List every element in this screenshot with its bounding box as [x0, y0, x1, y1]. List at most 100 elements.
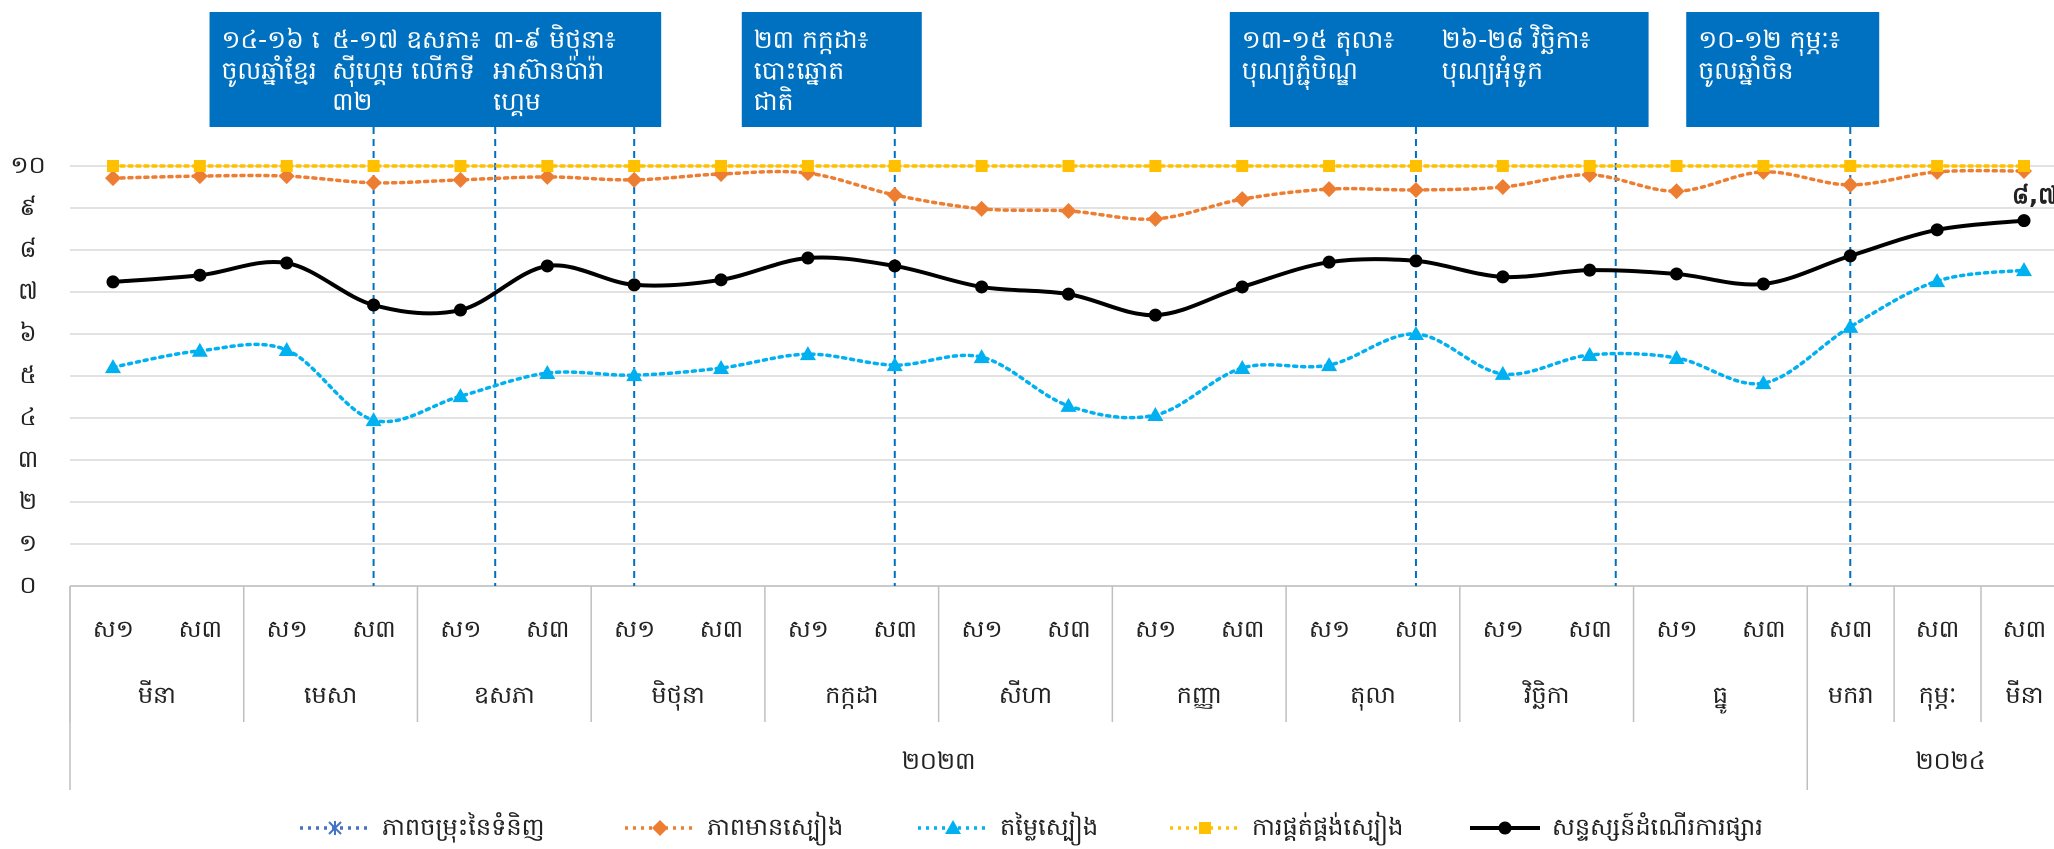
marker	[715, 160, 728, 172]
marker	[2016, 262, 2032, 277]
marker	[1496, 160, 1509, 172]
month-label: ធ្នូ	[1713, 681, 1728, 714]
annotation-text: ៥-១៧ ឧសភា៖	[332, 25, 481, 54]
marker	[886, 186, 903, 203]
annotation-text: ២៦-២៨ វិច្ឆិកា៖	[1442, 24, 1591, 55]
marker	[975, 280, 989, 294]
year-label: ២០២៣	[902, 747, 976, 775]
marker	[280, 256, 294, 270]
y-tick-label: ២	[19, 487, 37, 515]
month-label: មីនា	[2005, 680, 2043, 709]
marker	[1147, 210, 1164, 227]
marker	[1670, 160, 1683, 172]
marker	[1581, 347, 1598, 361]
marker	[713, 360, 730, 375]
marker	[1668, 183, 1685, 200]
marker	[280, 160, 293, 172]
x-tick-label: ស៣	[2003, 615, 2046, 643]
x-tick-label: ស១	[267, 615, 308, 643]
legend-label: ភាពមានស្បៀង	[707, 811, 843, 846]
x-tick-label: ស៣	[1742, 615, 1785, 643]
marker	[886, 357, 903, 372]
marker	[1842, 176, 1859, 193]
marker	[1062, 287, 1075, 301]
annotation-box	[481, 12, 662, 127]
marker	[1930, 223, 1944, 237]
marker	[714, 273, 728, 287]
series-line	[111, 218, 2026, 318]
annotation-text: ស៊ីហ្គេម លើកទី	[332, 55, 475, 87]
marker	[367, 160, 380, 172]
annotation-text: ៣-៩ មិថុនា៖	[493, 24, 616, 56]
x-tick-label: ស១	[1135, 615, 1176, 643]
x-tick-label: ស៣	[179, 615, 222, 643]
marker	[945, 820, 961, 834]
marker	[975, 160, 988, 172]
marker	[1583, 263, 1597, 277]
annotation-box	[1686, 12, 1880, 127]
marker	[1496, 270, 1510, 284]
marker	[1844, 160, 1857, 172]
marker	[652, 820, 668, 836]
marker	[1323, 160, 1336, 172]
y-tick-label: ០	[20, 571, 37, 599]
marker	[1322, 255, 1336, 269]
marker	[1498, 821, 1512, 835]
x-tick-label: ស១	[614, 615, 655, 643]
data-label: ៨,៧	[2012, 182, 2054, 210]
marker	[278, 341, 295, 356]
marker	[1234, 360, 1251, 375]
marker	[1494, 179, 1511, 195]
marker	[801, 251, 815, 265]
marker	[1147, 407, 1164, 422]
x-tick-label: ស១	[1483, 615, 1524, 643]
marker	[626, 367, 643, 382]
x-tick-label: ស៣	[1916, 615, 1959, 643]
month-label: ឧសភា	[474, 681, 535, 709]
y-tick-label: ៣	[18, 445, 39, 473]
marker	[1755, 375, 1772, 390]
marker	[627, 278, 641, 292]
marker	[1494, 365, 1511, 380]
marker	[452, 171, 469, 188]
marker	[1843, 249, 1857, 263]
month-label: កុម្ភៈ	[1919, 681, 1957, 711]
marker	[1929, 273, 1946, 288]
marker	[1757, 160, 1770, 172]
x-tick-label: ស៣	[700, 615, 743, 643]
marker	[278, 168, 295, 185]
month-label: មិថុនា	[651, 680, 704, 711]
month-label: មីនា	[138, 680, 176, 709]
marker	[888, 259, 902, 273]
y-tick-label: ៧	[18, 277, 38, 305]
marker	[628, 160, 641, 172]
legend-label: សន្ទស្សន៍ដំណើរការផ្សារ	[1552, 812, 1763, 841]
annotation-text: ជាតិ	[754, 86, 794, 116]
marker	[1668, 349, 1685, 364]
marker	[106, 275, 120, 289]
annotation-box	[741, 12, 922, 127]
month-label: សីហា	[999, 680, 1052, 709]
y-tick-label: ៦	[20, 319, 37, 347]
marker	[1583, 160, 1596, 172]
month-label: តុលា	[1350, 681, 1396, 711]
marker	[1234, 191, 1251, 208]
marker	[801, 160, 814, 172]
marker	[1407, 326, 1424, 340]
marker	[973, 200, 990, 217]
annotation-text: បុណ្យអុំទូក	[1442, 55, 1543, 87]
x-tick-label: ស៣	[1047, 615, 1090, 643]
marker	[453, 303, 467, 317]
marker	[973, 349, 990, 364]
annotation-text: ១០-១២ កុម្ភៈ៖	[1698, 25, 1840, 56]
marker	[1236, 160, 1249, 172]
legend-label: តម្លៃស្បៀង	[1000, 811, 1098, 846]
legend-label: ការផ្គត់ផ្គង់ស្បៀង	[1252, 811, 1403, 846]
annotation-text: អាស៊ានប៉ារ៉ា	[493, 55, 604, 85]
month-label: មករា	[1828, 681, 1874, 709]
marker	[888, 160, 901, 172]
x-tick-label: ស៣	[874, 615, 917, 643]
marker	[1235, 280, 1249, 294]
